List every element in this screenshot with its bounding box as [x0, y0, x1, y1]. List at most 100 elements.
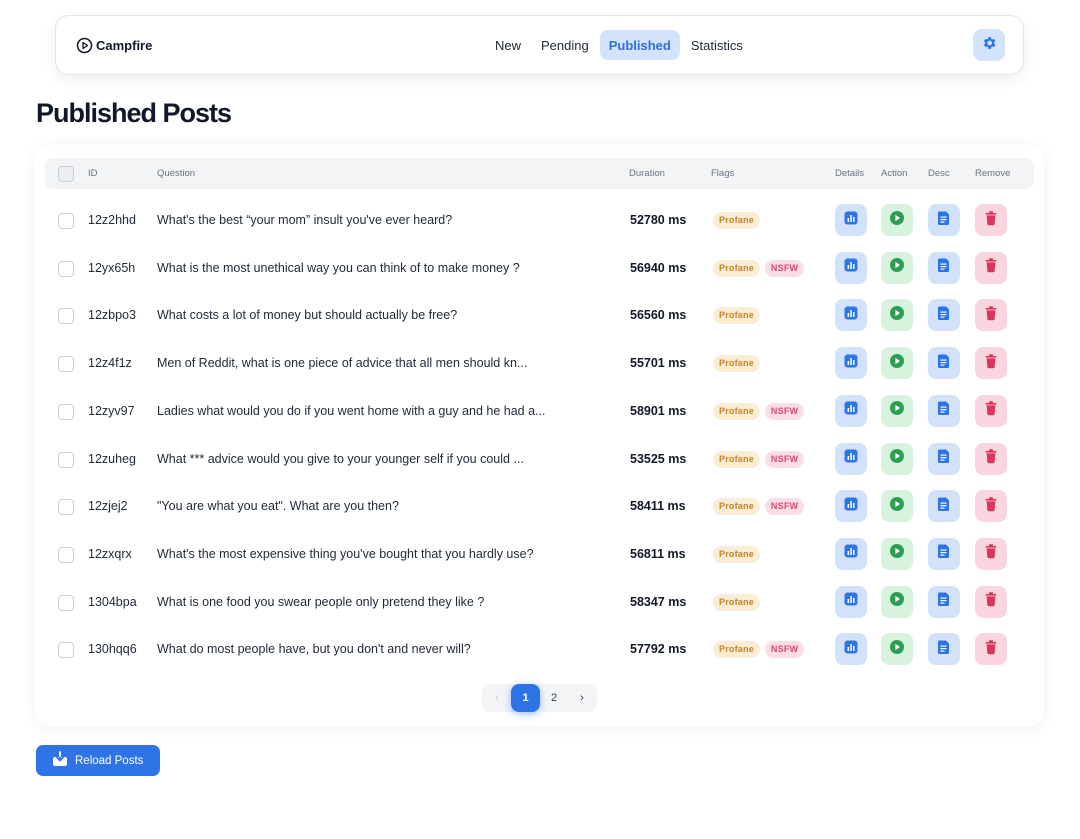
table-row[interactable]: 12zuheg What *** advice would you give t…: [35, 436, 1044, 483]
details-button[interactable]: [835, 251, 867, 284]
brand[interactable]: Campfire: [76, 16, 152, 74]
row-checkbox[interactable]: [58, 594, 74, 611]
play-button[interactable]: [881, 251, 913, 284]
post-duration: 53525 ms: [630, 451, 687, 466]
description-button[interactable]: [928, 347, 960, 380]
settings-button[interactable]: [973, 29, 1005, 61]
nav-pending[interactable]: Pending: [541, 37, 589, 53]
description-button[interactable]: [928, 490, 960, 523]
post-duration: 52780 ms: [630, 213, 687, 227]
remove-button[interactable]: [975, 633, 1007, 666]
remove-button[interactable]: [975, 442, 1007, 475]
description-button[interactable]: [928, 394, 960, 427]
row-checkbox[interactable]: [58, 546, 74, 563]
details-button[interactable]: [835, 585, 867, 618]
row-checkbox[interactable]: [58, 499, 74, 516]
table-row[interactable]: 12z2hhd What's the best “your mom” insul…: [35, 197, 1044, 244]
remove-button[interactable]: [975, 299, 1007, 332]
table-row[interactable]: 12zbpo3 What costs a lot of money but sh…: [35, 292, 1044, 339]
description-button[interactable]: [928, 299, 960, 332]
play-button[interactable]: [881, 204, 913, 236]
col-id: ID: [88, 168, 98, 179]
table-row[interactable]: 12yx65h What is the most unethical way y…: [35, 245, 1044, 292]
row-checkbox[interactable]: [58, 260, 74, 277]
flags-list: Profane NSFW: [713, 450, 805, 468]
play-button[interactable]: [881, 537, 913, 570]
remove-button[interactable]: [975, 490, 1007, 523]
bar-chart-icon: [843, 591, 859, 612]
reload-posts-button[interactable]: Reload Posts: [36, 745, 160, 776]
play-button[interactable]: [881, 633, 913, 666]
details-button[interactable]: [835, 442, 867, 475]
play-button[interactable]: [881, 394, 913, 427]
col-duration: Duration: [629, 168, 665, 179]
play-button[interactable]: [881, 442, 913, 475]
row-checkbox[interactable]: [58, 403, 74, 420]
play-button[interactable]: [881, 347, 913, 380]
flags-list: Profane: [713, 307, 760, 325]
table-row[interactable]: 1304bpa What is one food you swear peopl…: [35, 579, 1044, 626]
description-button[interactable]: [928, 251, 960, 284]
flag-badge-profane: Profane: [713, 212, 760, 229]
table-row[interactable]: 12z4f1z Men of Reddit, what is one piece…: [35, 340, 1044, 387]
row-checkbox[interactable]: [58, 642, 74, 659]
flag-badge-nsfw: NSFW: [764, 450, 805, 468]
play-button[interactable]: [881, 585, 913, 618]
row-checkbox[interactable]: [58, 356, 74, 373]
nav-new[interactable]: New: [495, 37, 522, 53]
flags-list: Profane: [713, 355, 760, 373]
details-button[interactable]: [835, 204, 867, 236]
row-checkbox[interactable]: [58, 308, 74, 325]
page-1-button[interactable]: 1: [511, 684, 540, 712]
remove-button[interactable]: [975, 204, 1007, 236]
remove-button[interactable]: [975, 394, 1007, 427]
bar-chart-icon: [843, 543, 859, 564]
flags-list: Profane NSFW: [713, 498, 805, 516]
description-button[interactable]: [928, 537, 960, 570]
post-duration: 56940 ms: [630, 260, 687, 275]
details-button[interactable]: [835, 394, 867, 427]
description-button[interactable]: [928, 585, 960, 618]
flags-list: Profane: [713, 593, 760, 611]
post-question: What is the most unethical way you can t…: [157, 260, 520, 275]
bar-chart-icon: [843, 639, 859, 660]
col-question: Question: [157, 168, 196, 179]
next-page-button[interactable]: ›: [580, 692, 584, 704]
bar-chart-icon: [843, 210, 859, 231]
flag-badge-nsfw: NSFW: [764, 402, 805, 420]
description-button[interactable]: [928, 204, 960, 236]
post-id: 12yx65h: [88, 260, 136, 275]
table-row[interactable]: 12zxqrx What's the most expensive thing …: [35, 531, 1044, 578]
remove-button[interactable]: [975, 251, 1007, 284]
play-button[interactable]: [881, 299, 913, 332]
nav-published[interactable]: Published: [599, 30, 680, 60]
remove-button[interactable]: [975, 347, 1007, 380]
post-id: 130hqq6: [88, 642, 137, 657]
nav-statistics[interactable]: Statistics: [690, 37, 743, 53]
details-button[interactable]: [835, 347, 867, 380]
flag-badge-profane: Profane: [713, 498, 760, 516]
col-action: Action: [881, 168, 908, 179]
post-id: 12z2hhd: [88, 213, 136, 227]
description-button[interactable]: [928, 442, 960, 475]
play-icon: [889, 210, 905, 231]
bar-chart-icon: [843, 448, 859, 469]
row-checkbox[interactable]: [58, 213, 74, 229]
remove-button[interactable]: [975, 585, 1007, 618]
prev-page-button[interactable]: ‹: [495, 692, 499, 704]
remove-button[interactable]: [975, 537, 1007, 570]
details-button[interactable]: [835, 490, 867, 523]
details-button[interactable]: [835, 633, 867, 666]
row-checkbox[interactable]: [58, 451, 74, 468]
bar-chart-icon: [843, 400, 859, 421]
select-all-checkbox[interactable]: [58, 166, 74, 182]
table-row[interactable]: 12zjej2 "You are what you eat". What are…: [35, 483, 1044, 530]
col-remove: Remove: [975, 168, 1011, 179]
play-button[interactable]: [881, 490, 913, 523]
table-row[interactable]: 12zyv97 Ladies what would you do if you …: [35, 388, 1044, 435]
page-2-button[interactable]: 2: [550, 692, 558, 704]
details-button[interactable]: [835, 299, 867, 332]
description-button[interactable]: [928, 633, 960, 666]
details-button[interactable]: [835, 537, 867, 570]
table-row[interactable]: 130hqq6 What do most people have, but yo…: [35, 626, 1044, 673]
